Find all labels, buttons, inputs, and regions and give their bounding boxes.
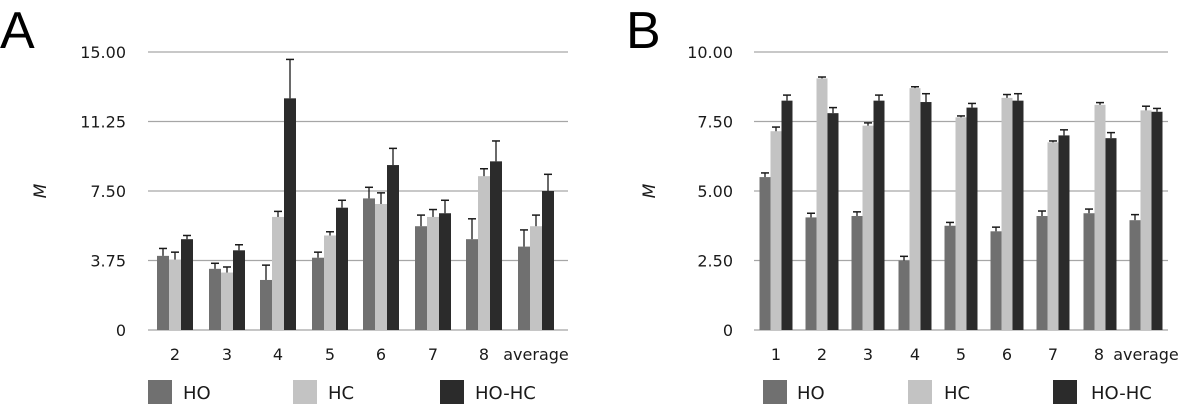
bar-ho: [1083, 213, 1095, 330]
x-tick-label: average: [1113, 345, 1179, 364]
bar-ho-hc: [1058, 135, 1070, 330]
bar-hc: [1140, 110, 1152, 330]
bar-ho: [363, 198, 375, 330]
bar-ho: [260, 279, 272, 330]
x-tick-label: 5: [956, 345, 966, 364]
bar-hc: [530, 226, 542, 330]
bar-ho: [1129, 220, 1141, 330]
bar-ho-hc: [284, 98, 296, 330]
bar-hc: [169, 259, 181, 330]
legend-swatch: [148, 380, 172, 404]
y-axis-title: M: [640, 183, 660, 198]
y-tick-label: 2.50: [697, 252, 733, 271]
y-axis-title: M: [31, 183, 51, 198]
legend-label: HO: [797, 383, 825, 404]
x-tick-label: 7: [1048, 345, 1058, 364]
bar-ho-hc: [1151, 111, 1163, 331]
bar-ho: [1036, 216, 1048, 330]
bar-ho-hc: [1012, 100, 1024, 331]
bar-ho: [898, 260, 910, 330]
legend-label: HC: [328, 383, 354, 404]
bar-ho-hc: [490, 161, 502, 330]
bar-ho: [990, 231, 1002, 330]
legend-swatch: [440, 380, 464, 404]
bar-hc: [909, 88, 921, 330]
y-tick-label: 0: [723, 321, 733, 340]
panel-letter: A: [0, 2, 35, 60]
legend-swatch: [908, 380, 932, 404]
x-tick-label: 8: [1094, 345, 1104, 364]
bar-ho-hc: [336, 207, 348, 330]
bar-hc: [375, 203, 387, 330]
bar-hc: [770, 131, 782, 330]
bar-hc: [1047, 142, 1059, 330]
legend-label: HO: [183, 383, 211, 404]
bar-ho: [157, 255, 169, 330]
legend-label: HC: [944, 383, 970, 404]
bar-ho-hc: [873, 100, 885, 331]
bar-ho-hc: [181, 239, 193, 330]
bar-ho-hc: [233, 250, 245, 330]
y-tick-label: 10.00: [687, 43, 733, 62]
x-tick-label: 4: [273, 345, 283, 364]
bar-ho-hc: [439, 213, 451, 330]
y-tick-label: 0: [116, 321, 126, 340]
bar-hc: [955, 117, 967, 330]
bar-hc: [816, 78, 828, 330]
panel-a: A 0 3.75 7.50 11.25 15.00 M 2 3 4 5 6 7 8 average HO HC H…: [0, 2, 569, 404]
bar-hc: [272, 216, 284, 330]
bar-ho-hc: [781, 100, 793, 331]
bar-ho: [312, 257, 324, 330]
bar-ho: [209, 268, 221, 330]
y-tick-label: 7.50: [697, 113, 733, 132]
x-tick-label: 3: [222, 345, 232, 364]
y-tick-label: 7.50: [90, 182, 126, 201]
bar-ho-hc: [1105, 138, 1117, 330]
bar-ho-hc: [827, 113, 839, 330]
x-tick-label: 1: [771, 345, 781, 364]
bar-ho-hc: [387, 165, 399, 330]
bar-hc: [427, 216, 439, 330]
bar-hc: [862, 125, 874, 330]
bar-ho: [805, 217, 817, 330]
bar-ho: [466, 239, 478, 330]
bar-ho: [851, 216, 863, 330]
bar-ho: [415, 226, 427, 330]
x-tick-label: 5: [325, 345, 335, 364]
panel-b: B 0 2.50 5.00 7.50 10.00 M 1 2 3 4 5 6 7 8 average HO HC H…: [626, 2, 1179, 404]
y-tick-label: 15.00: [80, 43, 126, 62]
bar-hc: [1094, 104, 1106, 330]
y-tick-label: 5.00: [697, 182, 733, 201]
x-tick-label: 7: [428, 345, 438, 364]
panel-letter: B: [626, 2, 661, 60]
x-tick-label: 4: [910, 345, 920, 364]
x-tick-label: 8: [479, 345, 489, 364]
bar-hc: [324, 235, 336, 330]
bar-ho-hc: [966, 107, 978, 330]
y-tick-label: 11.25: [80, 113, 126, 132]
x-tick-label: 6: [376, 345, 386, 364]
bar-hc: [1001, 97, 1013, 331]
bar-hc: [221, 272, 233, 330]
legend-swatch: [763, 380, 787, 404]
legend-swatch: [1053, 380, 1077, 404]
legend-swatch: [293, 380, 317, 404]
bar-ho: [759, 177, 771, 330]
x-tick-label: 2: [170, 345, 180, 364]
y-tick-label: 3.75: [90, 252, 126, 271]
bar-ho-hc: [542, 191, 554, 330]
bar-ho-hc: [920, 102, 932, 330]
legend-label: HO-HC: [475, 383, 536, 404]
bar-ho: [518, 246, 530, 330]
legend-label: HO-HC: [1091, 383, 1152, 404]
x-tick-label: average: [503, 345, 569, 364]
x-tick-label: 2: [817, 345, 827, 364]
x-tick-label: 6: [1002, 345, 1012, 364]
x-tick-label: 3: [863, 345, 873, 364]
bar-hc: [478, 176, 490, 330]
bar-ho: [944, 225, 956, 330]
